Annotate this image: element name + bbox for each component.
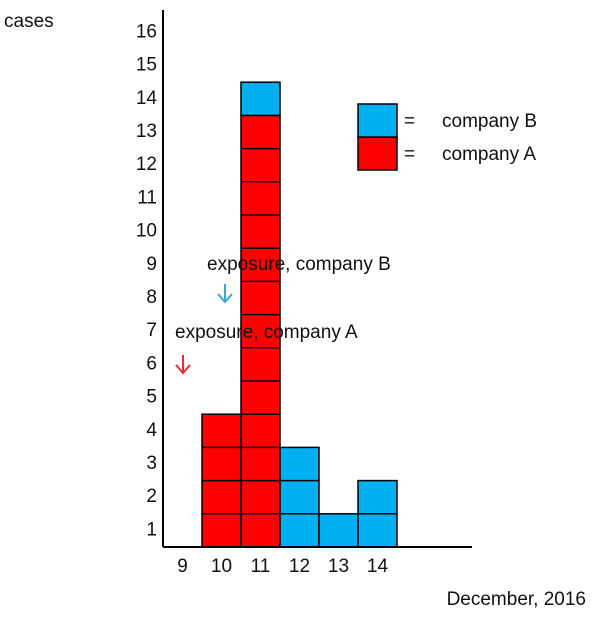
x-tick-label: 13	[328, 556, 349, 577]
y-tick-label: 15	[136, 55, 157, 76]
y-tick-label: 1	[146, 519, 157, 540]
y-tick-label: 11	[137, 187, 157, 208]
y-tick-label: 6	[146, 353, 157, 374]
bar-segment	[240, 81, 281, 117]
y-tick-label: 13	[136, 121, 157, 142]
legend-swatch	[357, 136, 398, 171]
y-tick-label: 14	[136, 88, 158, 109]
x-tick-label: 10	[211, 556, 232, 577]
arrow-head	[217, 293, 233, 304]
x-tick-label: 9	[177, 556, 188, 577]
legend-separator: =	[404, 144, 415, 165]
bar-segment	[240, 114, 281, 548]
legend-label: company A	[442, 144, 536, 165]
y-tick-label: 3	[146, 453, 157, 474]
y-tick-label: 4	[146, 420, 157, 441]
y-tick-label: 2	[146, 486, 157, 507]
bar-segment	[318, 513, 359, 548]
y-tick-label: 5	[146, 387, 157, 408]
bar-segment	[279, 446, 320, 548]
annotation: exposure, company B	[207, 254, 391, 275]
legend-separator: =	[404, 111, 415, 132]
y-tick-label: 10	[136, 221, 157, 242]
annotation: exposure, company A	[175, 322, 358, 343]
legend-label: company B	[442, 111, 537, 132]
plot-area	[201, 81, 398, 548]
y-tick-label: 12	[136, 154, 157, 175]
y-axis-label: cases	[4, 11, 54, 32]
x-axis-label: December, 2016	[447, 589, 586, 610]
y-tick-label: 8	[146, 287, 157, 308]
x-tick-label: 12	[289, 556, 310, 577]
y-tick-label: 7	[146, 320, 157, 341]
legend-swatch	[357, 103, 398, 138]
x-tick-label: 14	[367, 556, 389, 577]
x-tick-label: 11	[251, 556, 271, 577]
y-tick-label: 16	[136, 21, 157, 42]
y-tick-label: 9	[146, 254, 157, 275]
arrow-head	[175, 364, 191, 375]
